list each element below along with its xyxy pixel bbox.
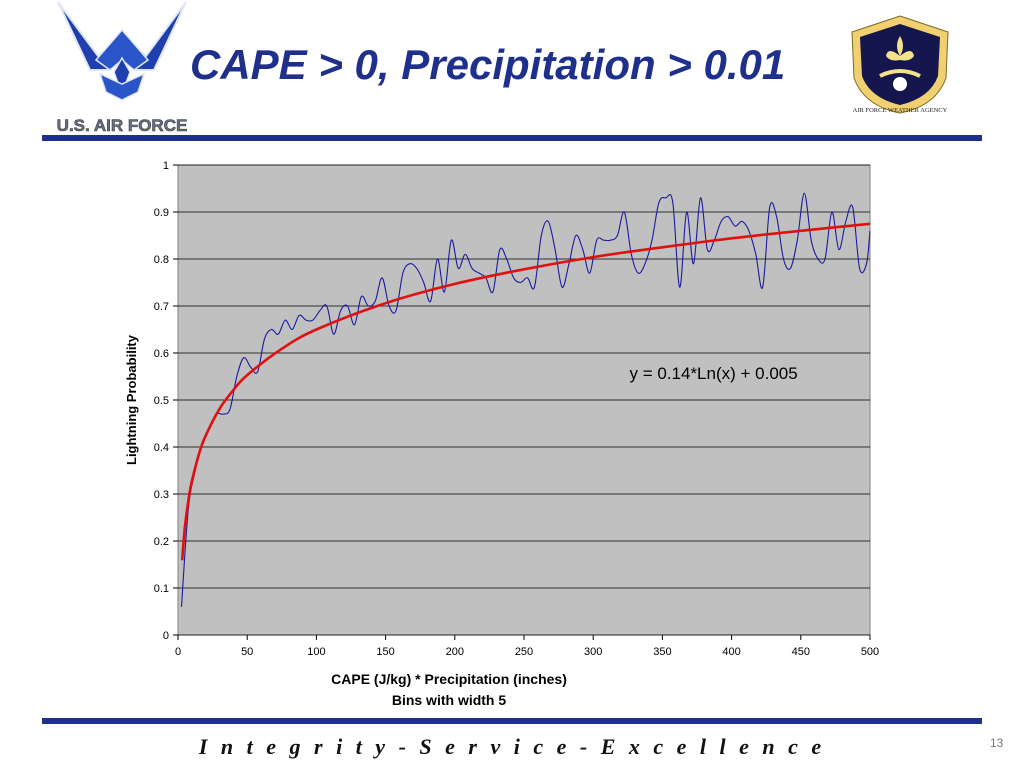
y-tick-label: 0.4 bbox=[154, 442, 169, 454]
y-tick-label: 0.3 bbox=[154, 489, 169, 501]
y-tick-label: 0.6 bbox=[154, 348, 169, 360]
lightning-probability-chart: 0 0.1 0.2 0.3 0.4 0.5 0.6 0.7 0.8 0.9 1 0 50 100 150 2… bbox=[124, 160, 879, 708]
footer-motto: I n t e g r i t y - S e r v i c e - E x … bbox=[198, 734, 826, 759]
page-number: 13 bbox=[990, 736, 1004, 750]
wind-symbol-icon bbox=[879, 69, 921, 91]
x-tick-label: 0 bbox=[175, 646, 181, 658]
fit-equation: y = 0.14*Ln(x) + 0.005 bbox=[629, 364, 797, 383]
y-tick-label: 0.2 bbox=[154, 536, 169, 548]
us-air-force-logo: U.S. AIR FORCE bbox=[56, 1, 188, 135]
y-tick-label: 0 bbox=[163, 630, 169, 642]
y-tick-label: 0.8 bbox=[154, 254, 169, 266]
footer-divider bbox=[42, 718, 982, 724]
log-fit-curve bbox=[180, 222, 871, 561]
header-divider bbox=[42, 135, 982, 141]
x-tick-label: 300 bbox=[584, 646, 602, 658]
x-axis-label: CAPE (J/kg) * Precipitation (inches) bbox=[331, 671, 567, 687]
y-tick-label: 0.1 bbox=[154, 583, 169, 595]
fleur-de-lis-icon bbox=[886, 36, 914, 61]
x-tick-label: 400 bbox=[722, 646, 740, 658]
x-axis-sublabel: Bins with width 5 bbox=[392, 692, 507, 708]
y-tick-label: 1 bbox=[163, 160, 169, 172]
y-axis-ticks: 0 0.1 0.2 0.3 0.4 0.5 0.6 0.7 0.8 0.9 1 bbox=[154, 160, 178, 642]
x-tick-label: 250 bbox=[515, 646, 533, 658]
y-tick-label: 0.7 bbox=[154, 301, 169, 313]
y-axis-label: Lightning Probability bbox=[124, 334, 139, 465]
x-tick-label: 100 bbox=[307, 646, 325, 658]
logo-left-text: U.S. AIR FORCE bbox=[57, 116, 188, 135]
air-force-weather-agency-emblem: AIR FORCE WEATHER AGENCY bbox=[851, 15, 949, 114]
x-tick-label: 50 bbox=[241, 646, 253, 658]
y-tick-label: 0.5 bbox=[154, 395, 169, 407]
slide-title: CAPE > 0, Precipitation > 0.01 bbox=[190, 41, 786, 88]
observed-probability-line bbox=[180, 192, 871, 607]
x-tick-label: 150 bbox=[376, 646, 394, 658]
x-tick-label: 450 bbox=[792, 646, 810, 658]
x-tick-label: 200 bbox=[446, 646, 464, 658]
air-force-wings-icon bbox=[57, 1, 187, 101]
grid-lines bbox=[178, 164, 870, 636]
x-tick-label: 500 bbox=[861, 646, 879, 658]
x-tick-label: 350 bbox=[653, 646, 671, 658]
x-axis-ticks: 0 50 100 150 200 250 300 350 400 450 500 bbox=[175, 635, 879, 658]
logo-right-text: AIR FORCE WEATHER AGENCY bbox=[853, 107, 948, 114]
y-tick-label: 0.9 bbox=[154, 207, 169, 219]
